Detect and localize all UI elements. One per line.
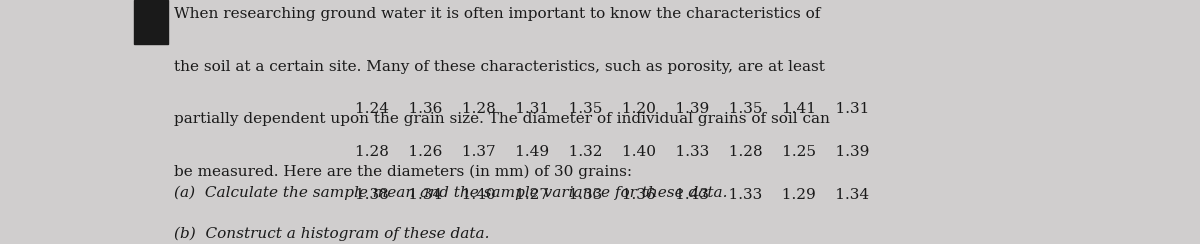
Text: When researching ground water it is often important to know the characteristics : When researching ground water it is ofte… bbox=[174, 7, 821, 21]
Bar bbox=[134, 0, 168, 44]
Text: the soil at a certain site. Many of these characteristics, such as porosity, are: the soil at a certain site. Many of thes… bbox=[174, 60, 824, 74]
Text: be measured. Here are the diameters (in mm) of 30 grains:: be measured. Here are the diameters (in … bbox=[174, 165, 632, 179]
Text: 1.28    1.26    1.37    1.49    1.32    1.40    1.33    1.28    1.25    1.39: 1.28 1.26 1.37 1.49 1.32 1.40 1.33 1.28 … bbox=[355, 145, 869, 159]
Text: 1.38    1.34    1.40    1.27    1.33    1.36    1.43    1.33    1.29    1.34: 1.38 1.34 1.40 1.27 1.33 1.36 1.43 1.33 … bbox=[355, 188, 869, 202]
Text: (a)  Calculate the sample mean and the sample variance for these data.: (a) Calculate the sample mean and the sa… bbox=[174, 185, 727, 200]
Text: partially dependent upon the grain size. The diameter of individual grains of so: partially dependent upon the grain size.… bbox=[174, 112, 830, 126]
Text: (b)  Construct a histogram of these data.: (b) Construct a histogram of these data. bbox=[174, 227, 490, 241]
Text: 1.24    1.36    1.28    1.31    1.35    1.20    1.39    1.35    1.41    1.31: 1.24 1.36 1.28 1.31 1.35 1.20 1.39 1.35 … bbox=[355, 102, 869, 116]
